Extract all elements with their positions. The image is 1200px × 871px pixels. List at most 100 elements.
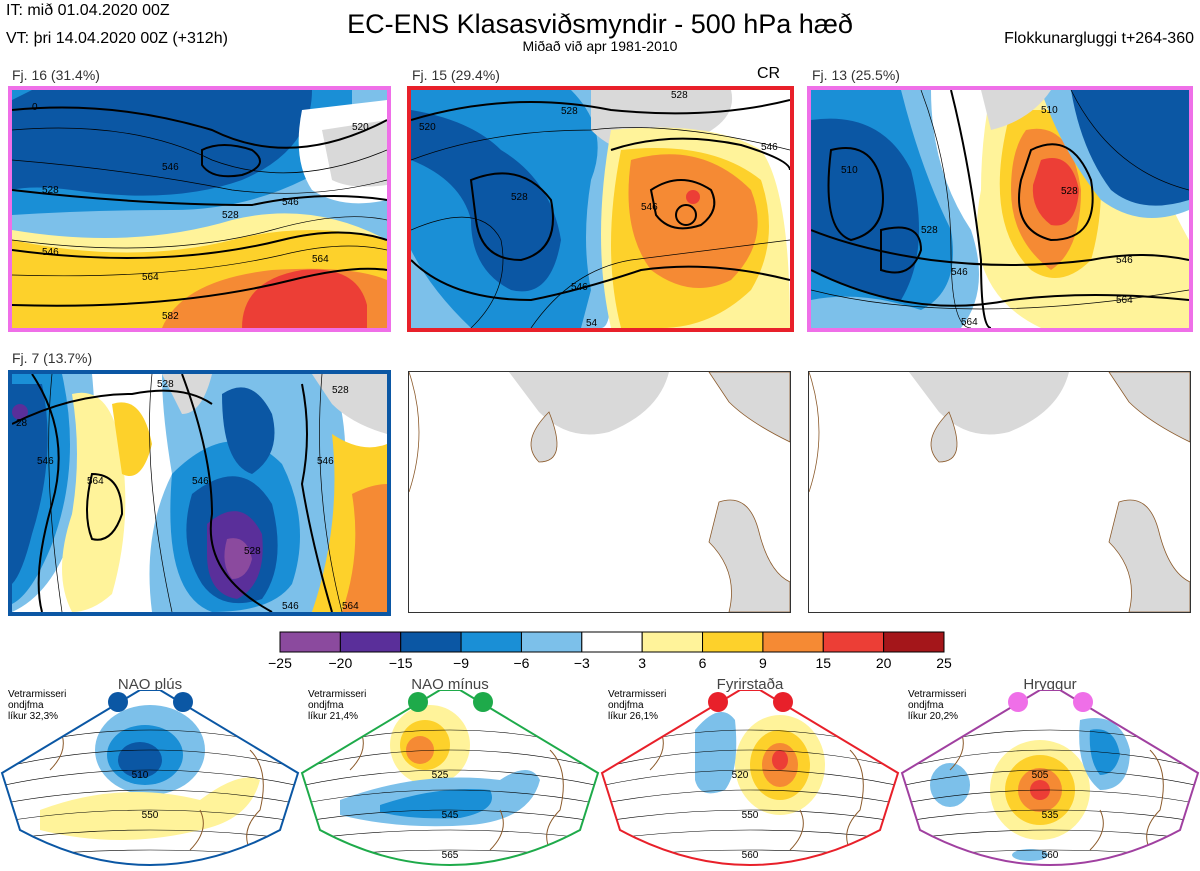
panel-label-cluster-15: Fj. 15 (29.4%) xyxy=(412,67,500,83)
contour-label: 528 xyxy=(42,185,59,196)
colorbar-tick-label: 20 xyxy=(875,655,892,671)
contour-label: 528 xyxy=(222,210,239,221)
colorbar-bin xyxy=(762,631,824,653)
contour-label: 528 xyxy=(244,546,261,557)
regime-map: 520 550 560 xyxy=(600,690,900,866)
contour-label: 528 xyxy=(511,192,528,203)
colorbar-tick-label: −3 xyxy=(573,655,590,671)
regime-map: 510 550 xyxy=(0,690,300,866)
regime-map: 505 535 560 xyxy=(900,690,1200,866)
contour-label: 28 xyxy=(16,418,28,429)
regime-marker-dot xyxy=(1008,692,1028,712)
regime-marker-dot xyxy=(773,692,793,712)
contour-label: 525 xyxy=(432,770,449,781)
colorbar xyxy=(279,631,945,653)
contour-label: 582 xyxy=(162,311,179,322)
contour-label: 528 xyxy=(921,225,938,236)
empty-map-panel xyxy=(408,371,791,613)
regime-title: Hryggur xyxy=(1023,676,1077,693)
cluster-7-map: 528 546 564 546 528 528 546 564 546 28 xyxy=(8,370,391,616)
contour-label: 54 xyxy=(586,318,598,328)
contour-label: 510 xyxy=(1041,105,1058,116)
colorbar-bin xyxy=(641,631,704,653)
colorbar-bin xyxy=(520,631,583,653)
regime-marker-dot xyxy=(408,692,428,712)
contour-label: 520 xyxy=(419,122,436,133)
contour-label: 528 xyxy=(157,379,174,390)
contour-label: 564 xyxy=(961,317,978,328)
panel-label-cluster-13: Fj. 13 (25.5%) xyxy=(812,67,900,83)
contour-label: 546 xyxy=(641,202,658,213)
colorbar-tick-label: 6 xyxy=(698,655,707,671)
colorbar-tick-label: −9 xyxy=(453,655,470,671)
colorbar-tick-label: −20 xyxy=(328,655,353,671)
cr-marker: CR xyxy=(757,65,781,82)
colorbar-bin xyxy=(581,631,643,653)
regime-title: NAO mínus xyxy=(411,676,489,693)
regime-probability-note: Vetrarmisseri ondjfma líkur 32,3% xyxy=(8,689,67,722)
colorbar-bin xyxy=(702,631,764,653)
contour-label: 528 xyxy=(1061,186,1078,197)
colorbar-tick-label: −25 xyxy=(268,655,292,671)
regime-probability-note: Vetrarmisseri ondjfma líkur 26,1% xyxy=(608,689,667,722)
contour-label: 550 xyxy=(742,810,759,821)
contour-label: 546 xyxy=(192,476,209,487)
contour-label: 546 xyxy=(282,601,299,612)
contour-label: 546 xyxy=(761,142,778,153)
cluster-15-map: 528 528 546 528 546 546 54 520 xyxy=(407,86,794,332)
classification-window: Flokkunargluggi t+264-360 xyxy=(1004,30,1194,47)
regime-probability-note: Vetrarmisseri ondjfma líkur 21,4% xyxy=(308,689,367,722)
contour-label: 528 xyxy=(332,385,349,396)
contour-label: 546 xyxy=(162,162,179,173)
panel-label-cluster-16: Fj. 16 (31.4%) xyxy=(12,67,100,83)
colorbar-tick-label: 25 xyxy=(936,655,952,671)
cluster-16-map: 528 546 528 520 546 546 564 564 582 0 xyxy=(8,86,391,332)
contour-label: 550 xyxy=(142,810,159,821)
colorbar-tick-label: 3 xyxy=(638,655,647,671)
colorbar-bin xyxy=(400,631,462,653)
contour-label: 545 xyxy=(442,810,459,821)
contour-label: 546 xyxy=(1116,255,1133,266)
empty-map-panel xyxy=(808,371,1191,613)
init-time: IT: mið 01.04.2020 00Z xyxy=(6,2,170,19)
colorbar-tick-label: −15 xyxy=(388,655,413,671)
contour-label: 520 xyxy=(732,770,749,781)
cluster-13-map: 510 528 528 546 564 546 564 510 xyxy=(807,86,1193,332)
colorbar-tick-label: 9 xyxy=(759,655,767,671)
contour-label: 546 xyxy=(317,456,334,467)
regime-marker-dot xyxy=(108,692,128,712)
regime-marker-dot xyxy=(173,692,193,712)
contour-label: 564 xyxy=(1116,295,1133,306)
colorbar-bin xyxy=(883,631,945,653)
regime-title: Fyrirstaða xyxy=(716,676,784,693)
contour-label: 546 xyxy=(37,456,54,467)
colorbar-bin xyxy=(822,631,885,653)
contour-label: 560 xyxy=(1042,850,1059,861)
colorbar-bin xyxy=(460,631,522,653)
contour-label: 564 xyxy=(87,476,104,487)
contour-label: 510 xyxy=(841,165,858,176)
contour-label: 564 xyxy=(312,254,329,265)
contour-label: 565 xyxy=(442,850,459,861)
contour-label: 546 xyxy=(42,247,59,258)
regime-marker-dot xyxy=(708,692,728,712)
valid-time: VT: þri 14.04.2020 00Z (+312h) xyxy=(6,30,228,47)
regime-marker-dot xyxy=(473,692,493,712)
contour-label: 564 xyxy=(342,601,359,612)
panel-label-cluster-7: Fj. 7 (13.7%) xyxy=(12,350,93,366)
contour-label: 510 xyxy=(132,770,149,781)
colorbar-bin xyxy=(339,631,402,653)
colorbar-bin xyxy=(279,631,341,653)
contour-label: 546 xyxy=(951,267,968,278)
contour-label: 564 xyxy=(142,272,159,283)
regime-map: 525 545 565 xyxy=(300,690,600,866)
chart-subtitle: Miðað við apr 1981-2010 xyxy=(522,38,678,54)
chart-title: EC-ENS Klasasviðsmyndir - 500 hPa hæð xyxy=(347,9,853,39)
contour-label: 520 xyxy=(352,122,369,133)
contour-label: 528 xyxy=(561,106,578,117)
contour-label: 546 xyxy=(571,282,588,293)
contour-label: 528 xyxy=(671,90,688,101)
colorbar-tick-label: −6 xyxy=(513,655,530,671)
contour-label: 535 xyxy=(1042,810,1059,821)
regime-marker-dot xyxy=(1073,692,1093,712)
